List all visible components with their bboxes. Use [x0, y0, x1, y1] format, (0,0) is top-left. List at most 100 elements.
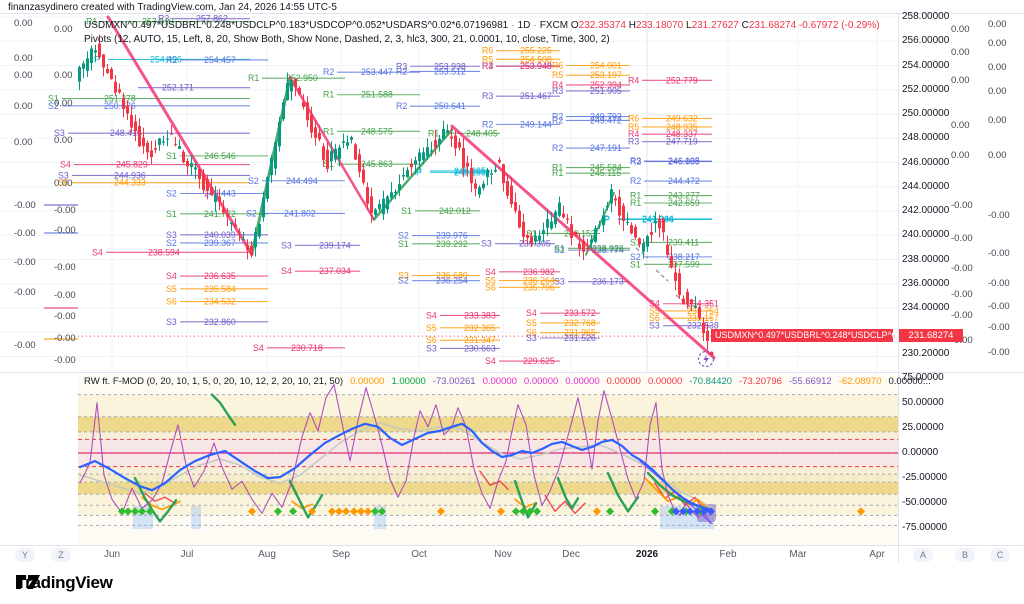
indicator-zero-value: 0.00 [988, 38, 1007, 49]
svg-text:S4: S4 [281, 266, 292, 276]
svg-text:S5: S5 [649, 306, 660, 316]
time-tick-aug: Aug [258, 549, 276, 560]
lower-indicator-title[interactable]: RW ft. F-MOD (0, 20, 10, 1, 5, 0, 20, 10… [84, 376, 344, 387]
indicator-zero-value: -0.00 [988, 278, 1010, 289]
indicator-zero-value: -0.00 [54, 333, 76, 344]
svg-text:P: P [416, 166, 422, 176]
svg-text:S2: S2 [166, 189, 177, 199]
indicator-value: -70.84420 [689, 376, 733, 387]
pivots-indicator-header[interactable]: Pivots (12, AUTO, 15, Left, 8, 20, Show … [84, 34, 610, 45]
indicator-tick: 0.00000 [902, 447, 939, 458]
indicator-zero-value: -0.00 [951, 289, 973, 300]
svg-text:R6: R6 [552, 60, 563, 70]
indicator-value: -55.66912 [788, 376, 832, 387]
close-value: 231.68274 [748, 20, 797, 31]
indicator-tick: -75.00000 [902, 522, 948, 534]
svg-text:S3: S3 [54, 128, 65, 138]
indicator-zero-value: -0.00 [951, 200, 973, 211]
open-value: 232.35374 [578, 20, 626, 31]
svg-text:R5: R5 [628, 122, 639, 132]
symbol-title[interactable]: USDMXN^0.497*USDBRL^0.248*USDCLP^0.183*U… [84, 20, 509, 31]
indicator-tick: 75.00000 [902, 371, 944, 383]
svg-text:S2: S2 [630, 252, 641, 262]
svg-text:R6: R6 [482, 46, 493, 56]
svg-text:R3: R3 [482, 91, 493, 101]
svg-text:S4: S4 [60, 160, 71, 170]
svg-text:S3: S3 [526, 333, 537, 343]
indicator-value: -73.00261 [432, 376, 476, 387]
layout-tab-a[interactable]: A [913, 548, 933, 562]
interval-label[interactable]: 1D [517, 20, 531, 31]
indicator-zero-value: 0.00 [54, 24, 73, 35]
svg-text:P: P [604, 214, 610, 224]
time-axis-button-y[interactable]: Y [15, 548, 35, 562]
svg-text:R1: R1 [248, 73, 259, 83]
time-tick-jun: Jun [103, 549, 121, 560]
indicator-zero-value: 0.00 [951, 120, 970, 131]
price-tick: 252.00000 [902, 83, 950, 95]
tradingview-logo[interactable]: TradingView [16, 571, 113, 595]
svg-text:S4: S4 [166, 271, 177, 281]
svg-text:S6: S6 [485, 282, 496, 292]
exchange-label: FXCM [539, 20, 569, 31]
price-tick: 236.00000 [902, 277, 950, 289]
indicator-zero-value: -0.00 [951, 233, 973, 244]
indicator-zero-value: -0.00 [54, 311, 76, 322]
price-tick: 240.00000 [902, 229, 950, 241]
svg-text:S4: S4 [253, 343, 264, 353]
indicator-zero-value: -0.00 [14, 200, 36, 211]
svg-text:P: P [94, 54, 100, 64]
svg-text:S2: S2 [554, 245, 565, 255]
svg-text:S1: S1 [630, 237, 641, 247]
indicator-zero-value: -0.00 [988, 248, 1010, 259]
svg-text:P: P [604, 214, 610, 224]
svg-text:S2: S2 [166, 238, 177, 248]
svg-text:S3: S3 [398, 271, 409, 281]
quick-alert-icon[interactable] [697, 350, 715, 368]
indicator-zero-value: 0.00 [988, 150, 1007, 161]
indicator-value: -62.08970 [838, 376, 882, 387]
last-price-axis-badge: 231.68274 [899, 329, 963, 342]
svg-text:R2: R2 [166, 55, 177, 65]
svg-text:S5: S5 [426, 323, 437, 333]
svg-text:R2: R2 [482, 119, 493, 129]
layout-tab-c[interactable]: C [990, 548, 1010, 562]
svg-text:R2: R2 [552, 143, 563, 153]
indicator-zero-value: -0.00 [54, 205, 76, 216]
indicator-value: 0.00000 [350, 376, 385, 387]
time-axis[interactable]: Y Z Jun Jul Aug Sep Oct Nov Dec 2026 Feb Mar Apr A B C [0, 546, 1024, 563]
svg-text:S4: S4 [426, 310, 437, 320]
price-tick: 238.00000 [902, 253, 950, 265]
price-tick: 256.00000 [902, 35, 950, 47]
price-tick: 246.00000 [902, 156, 950, 168]
top-divider [0, 13, 1024, 14]
indicator-value: -73.20796 [739, 376, 782, 387]
svg-text:R3: R3 [552, 86, 563, 96]
axis-divider [898, 13, 899, 562]
indicator-tick: 50.00000 [902, 396, 944, 408]
svg-text:S1: S1 [398, 239, 409, 249]
svg-text:R6: R6 [628, 113, 639, 123]
last-price-label: USDMXN^0.497*USDBRL^0.248*USDCLP^0.18... [711, 329, 893, 342]
svg-text:R2: R2 [630, 156, 641, 166]
pane-divider[interactable] [0, 372, 1024, 373]
price-tick: 258.00000 [902, 11, 950, 22]
svg-text:R4: R4 [552, 80, 563, 90]
indicator-zero-value: -0.00 [14, 287, 36, 298]
svg-text:S1: S1 [166, 209, 177, 219]
svg-text:R3: R3 [628, 137, 639, 147]
price-tick: 242.00000 [902, 205, 950, 216]
lower-indicator-header[interactable]: RW ft. F-MOD (0, 20, 10, 1, 5, 0, 20, 10… [84, 376, 945, 387]
indicator-value: 0.00000... [888, 376, 931, 387]
layout-tab-b[interactable]: B [955, 548, 975, 562]
symbol-header[interactable]: USDMXN^0.497*USDBRL^0.248*USDCLP^0.183*U… [84, 20, 880, 31]
svg-text:S2: S2 [398, 276, 409, 286]
svg-text:S1: S1 [48, 94, 59, 104]
time-axis-button-z[interactable]: Z [51, 548, 71, 562]
svg-text:S6: S6 [58, 178, 69, 188]
indicator-zero-value: -0.00 [54, 225, 76, 236]
indicator-value: 0.00000 [647, 376, 683, 387]
indicator-zero-value: 0.00 [14, 53, 33, 64]
